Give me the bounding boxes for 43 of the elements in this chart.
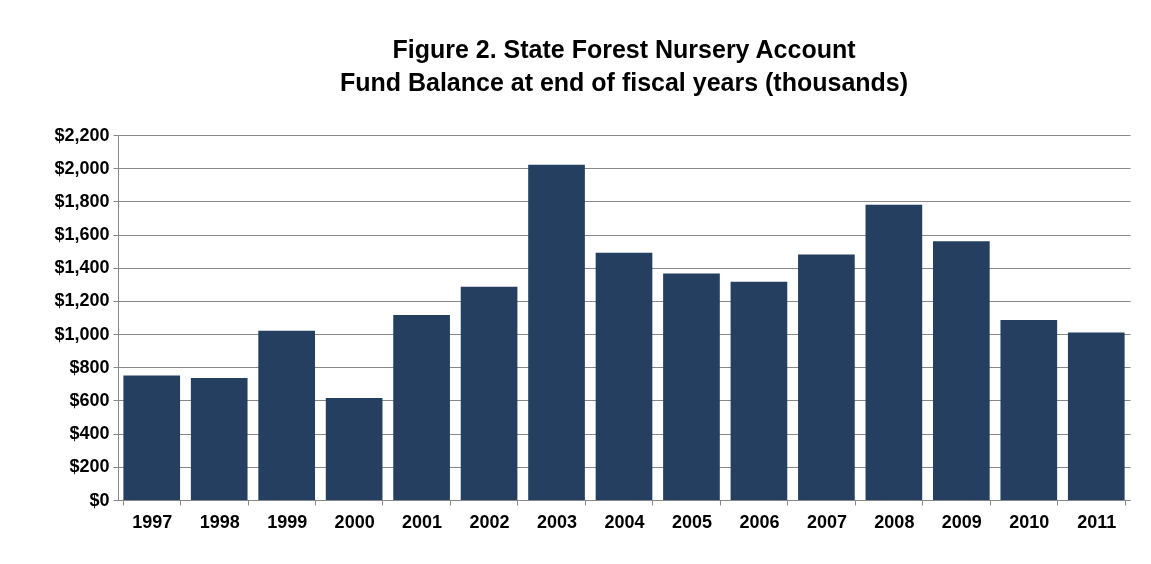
y-tick-label: $800 (69, 356, 110, 377)
y-tick-label: $1,200 (54, 290, 110, 311)
bar (595, 252, 653, 500)
x-tick-label: 2009 (941, 511, 982, 532)
y-tick-label: $600 (69, 389, 110, 410)
bar (865, 204, 923, 500)
y-tick-label: $2,200 (54, 124, 110, 145)
y-tick-label: $400 (69, 423, 110, 444)
chart-title: Figure 2. State Forest Nursery Account Fund Balance at end of fiscal years (thousands) (339, 35, 909, 96)
x-tick-label: 1997 (132, 511, 173, 532)
bar (325, 397, 383, 500)
x-tick-label: 2011 (1077, 511, 1117, 532)
x-tick-label: 2007 (806, 511, 847, 532)
x-tick-label: 2000 (334, 511, 375, 532)
bar (1067, 332, 1125, 500)
x-tick-label: 2002 (469, 511, 510, 532)
x-tick-label: 2001 (402, 511, 443, 532)
bar (123, 375, 181, 500)
x-tick-label: 2003 (537, 511, 578, 532)
bar (528, 164, 585, 500)
x-tick-label: 2006 (739, 511, 780, 532)
x-tick-label: 2004 (604, 511, 645, 532)
bar (1000, 319, 1058, 500)
y-tick-label: $1,600 (54, 224, 110, 245)
x-tick-label: 2008 (874, 511, 915, 532)
y-tick-label: $200 (69, 456, 110, 477)
y-tick-label: $1,400 (54, 257, 110, 278)
x-tick-label: 2010 (1009, 511, 1050, 532)
bar (393, 315, 450, 500)
bar (460, 286, 518, 500)
bar (663, 273, 720, 500)
bar (933, 241, 990, 500)
y-tick-label: $1,000 (54, 323, 110, 344)
y-tick-label: $0 (89, 489, 110, 510)
bar (258, 330, 315, 500)
y-tick-label: $2,000 (54, 157, 110, 178)
x-tick-label: 2005 (671, 511, 712, 532)
y-tick-label: $1,800 (54, 190, 110, 211)
x-tick-label: 1998 (199, 511, 240, 532)
bar (798, 254, 855, 500)
x-tick-label: 1999 (267, 511, 308, 532)
bar (730, 281, 788, 500)
bar (190, 378, 248, 500)
